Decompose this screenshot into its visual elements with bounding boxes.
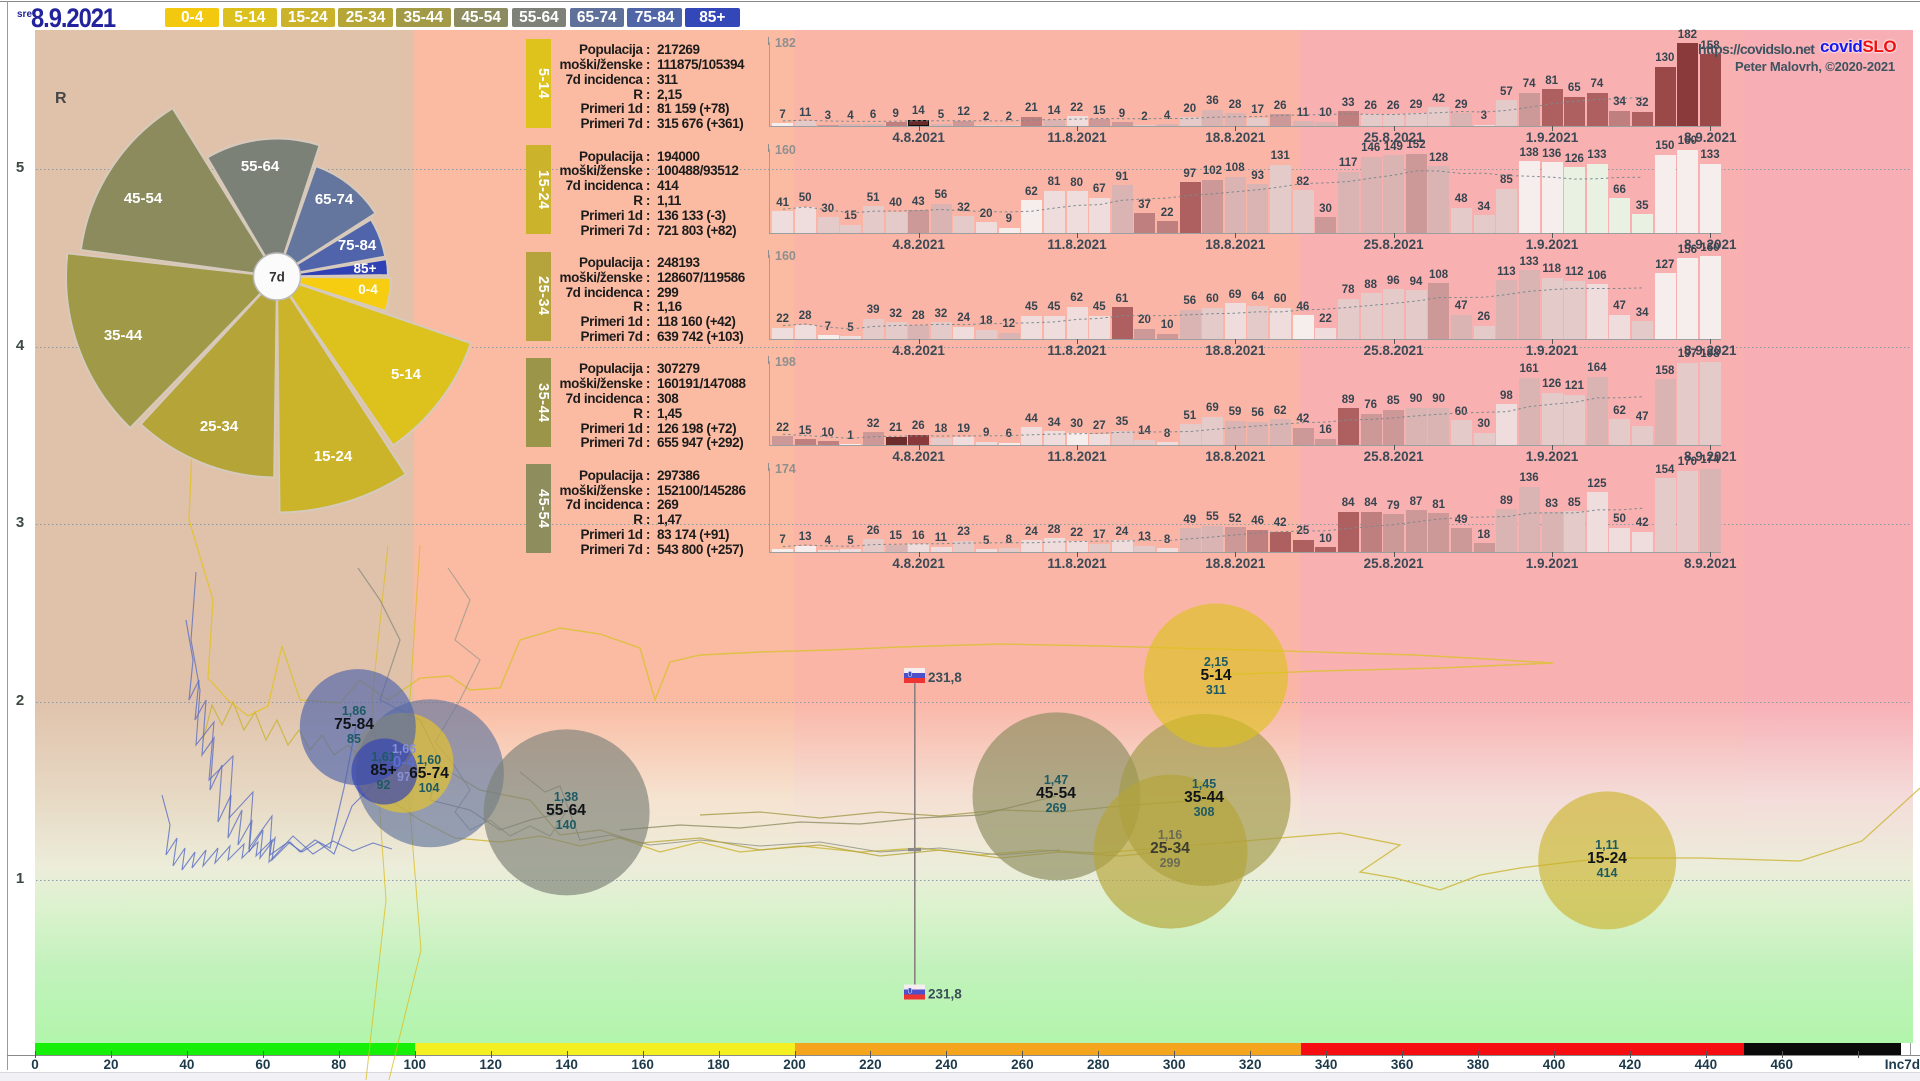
- svg-text:5-14: 5-14: [391, 366, 422, 383]
- svg-text:1,60: 1,60: [417, 753, 441, 767]
- svg-text:1,66: 1,66: [392, 742, 416, 756]
- svg-text:311: 311: [1206, 683, 1226, 697]
- svg-text:75-84: 75-84: [334, 716, 374, 733]
- svg-text:97: 97: [397, 770, 411, 784]
- svg-text:15-24: 15-24: [1587, 850, 1627, 867]
- svg-text:35-44: 35-44: [104, 327, 143, 344]
- svg-text:1,47: 1,47: [1044, 773, 1068, 787]
- svg-text:7d: 7d: [269, 270, 285, 285]
- svg-text:308: 308: [1194, 805, 1215, 819]
- svg-text:85+: 85+: [354, 261, 377, 276]
- svg-text:92: 92: [377, 778, 391, 792]
- svg-text:231,8: 231,8: [928, 987, 962, 1002]
- svg-text:140: 140: [556, 818, 577, 832]
- svg-text:1,16: 1,16: [1158, 828, 1182, 842]
- svg-text:2,15: 2,15: [1204, 655, 1228, 669]
- svg-text:104: 104: [419, 781, 440, 795]
- svg-text:25-34: 25-34: [1150, 840, 1190, 857]
- svg-text:1,38: 1,38: [554, 790, 578, 804]
- svg-text:1,11: 1,11: [1595, 838, 1619, 852]
- svg-text:0-4: 0-4: [393, 754, 416, 771]
- svg-text:85: 85: [347, 732, 361, 746]
- svg-text:65-74: 65-74: [409, 765, 449, 782]
- svg-text:15-24: 15-24: [314, 448, 353, 465]
- svg-text:269: 269: [1046, 801, 1067, 815]
- svg-text:55-64: 55-64: [241, 158, 280, 175]
- svg-text:55-64: 55-64: [546, 802, 586, 819]
- svg-text:65-74: 65-74: [315, 191, 354, 208]
- svg-text:45-54: 45-54: [1036, 785, 1076, 802]
- svg-text:75-84: 75-84: [338, 237, 377, 254]
- svg-text:231,8: 231,8: [928, 670, 962, 685]
- svg-text:0-4: 0-4: [358, 282, 378, 297]
- svg-text:299: 299: [1160, 856, 1181, 870]
- svg-text:45-54: 45-54: [124, 190, 163, 207]
- svg-text:85+: 85+: [370, 762, 396, 779]
- svg-text:414: 414: [1597, 866, 1618, 880]
- svg-text:1,61: 1,61: [371, 750, 395, 764]
- svg-text:1,86: 1,86: [342, 704, 366, 718]
- svg-text:1,45: 1,45: [1192, 777, 1216, 791]
- svg-text:35-44: 35-44: [1184, 789, 1224, 806]
- svg-text:25-34: 25-34: [200, 418, 239, 435]
- svg-text:5-14: 5-14: [1200, 667, 1231, 684]
